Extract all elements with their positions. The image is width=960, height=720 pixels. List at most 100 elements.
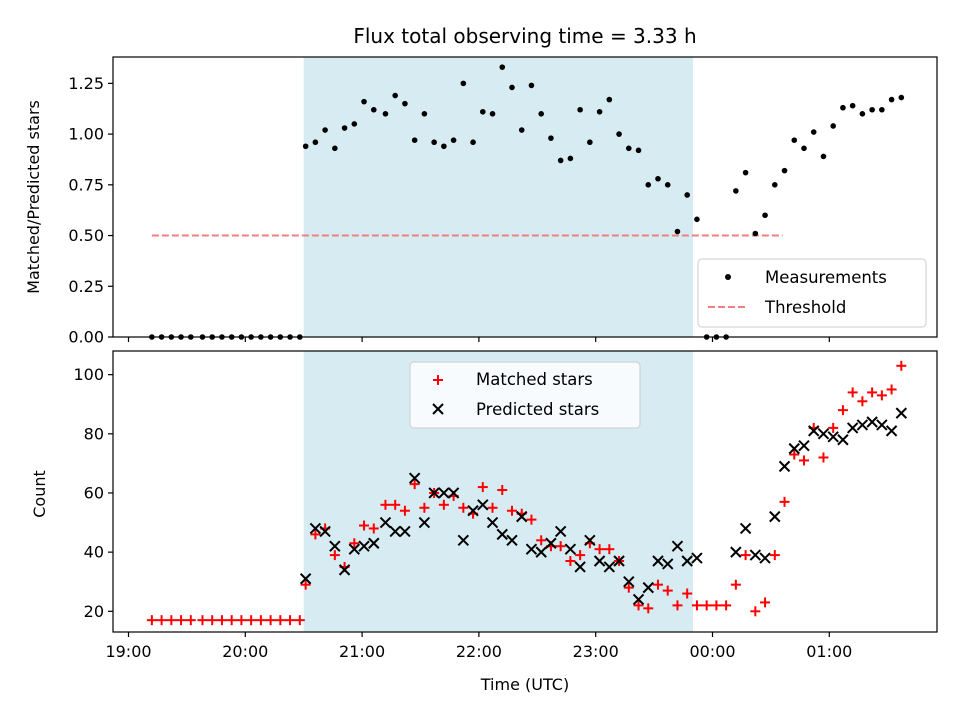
measurement-point [548, 135, 554, 141]
bottom-x-tick-label: 00:00 [689, 642, 735, 661]
matched-star-point [760, 597, 771, 608]
top-y-tick-label: 0.50 [68, 226, 104, 245]
measurement-point [538, 111, 544, 117]
measurement-point [752, 230, 759, 237]
matched-star-point [594, 544, 605, 555]
predicted-star-point [428, 487, 440, 499]
predicted-star-point [477, 499, 489, 511]
measurement-point [411, 137, 418, 143]
bottom-legend: Matched stars Predicted stars [409, 361, 641, 429]
matched-star-point [750, 606, 761, 617]
matched-star-point [691, 600, 702, 611]
predicted-star-point [759, 552, 771, 564]
predicted-star-point [525, 543, 538, 555]
measurement-point [879, 106, 885, 113]
predicted-star-point [348, 543, 361, 555]
matched-star-point [438, 499, 449, 510]
top-shaded-span [303, 57, 694, 337]
predicted-star-point [506, 534, 518, 547]
predicted-star-point [798, 439, 810, 452]
measurement-point [351, 121, 358, 127]
matched-stars-points [146, 360, 907, 626]
top-y-tick-label: 0.75 [68, 175, 104, 194]
bottom-x-tick-label: 22:00 [456, 642, 502, 661]
predicted-star-point [730, 546, 742, 558]
matched-star-point [876, 390, 887, 401]
top-panel: 0.00 0.25 0.50 0.75 1.00 1.25 Flux total obse… [24, 24, 938, 347]
predicted-star-point [338, 564, 351, 576]
predicted-stars-points [299, 407, 908, 606]
measurement-point [402, 100, 408, 107]
top-legend: Measurements Threshold [697, 258, 927, 328]
matched-star-point [246, 615, 257, 626]
predicted-star-point [368, 537, 380, 549]
top-y-ticks: 0.00 0.25 0.50 0.75 1.00 1.25 [68, 74, 113, 347]
matched-star-point [166, 615, 177, 626]
measurement-point [898, 94, 905, 101]
top-chart-title: Flux total observing time = 3.33 h [353, 24, 696, 48]
measurement-point [655, 175, 661, 182]
matched-star-point [329, 550, 340, 561]
measurement-point [762, 212, 768, 219]
matched-star-point [497, 485, 508, 496]
matched-star-point [458, 502, 469, 513]
matched-star-point [837, 405, 848, 416]
measurement-point [859, 111, 866, 117]
matched-star-point [368, 523, 379, 534]
measurement-point [849, 102, 856, 109]
measurement-point [587, 139, 593, 146]
matched-star-point [536, 535, 547, 546]
predicted-star-point [486, 516, 499, 529]
bottom-y-tick-label: 80 [84, 424, 104, 443]
measurement-point [322, 127, 328, 133]
matched-star-point [207, 615, 218, 626]
predicted-star-point [827, 431, 839, 443]
measurement-point [733, 188, 739, 194]
matched-star-point [275, 615, 286, 626]
matched-star-point [156, 615, 167, 626]
predicted-star-point [876, 419, 888, 431]
predicted-star-point [623, 576, 635, 588]
matched-star-point [857, 396, 868, 407]
measurement-point [392, 92, 398, 99]
bottom-x-tick-label: 21:00 [339, 642, 385, 661]
predicted-star-point [691, 552, 703, 564]
matched-star-point [818, 452, 829, 463]
bottom-x-tick-label: 01:00 [806, 642, 852, 661]
measurement-point [791, 137, 798, 143]
predicted-star-point [856, 419, 869, 431]
matched-star-point [146, 615, 157, 626]
matched-star-point [721, 600, 732, 611]
bottom-x-tick-label: 19:00 [105, 642, 151, 661]
measurement-point [645, 182, 652, 188]
matched-star-point [390, 499, 401, 510]
matched-star-point [896, 360, 907, 371]
measurement-point [596, 108, 603, 115]
matched-star-point [294, 615, 305, 626]
bottom-axes-frame [112, 350, 938, 633]
matched-star-point [477, 482, 488, 493]
measurement-point [518, 127, 525, 133]
measurement-point [557, 157, 564, 164]
matched-star-point [197, 615, 208, 626]
measurement-point [635, 147, 642, 154]
measurement-point [470, 139, 476, 146]
legend-marker-measurements [725, 274, 731, 280]
legend-label-threshold: Threshold [764, 298, 846, 317]
matched-star-point [300, 579, 311, 590]
matched-star-point [506, 505, 517, 516]
predicted-star-point [769, 510, 781, 523]
top-legend-box [697, 258, 927, 328]
matched-star-point [176, 615, 187, 626]
measurement-point [694, 216, 700, 223]
measurement-point [830, 123, 836, 129]
matched-star-point [623, 582, 634, 593]
measurement-point [361, 98, 367, 105]
top-y-tick-label: 0.25 [68, 277, 104, 296]
matched-star-point [682, 588, 693, 599]
predicted-star-point [418, 516, 431, 529]
measurement-point [421, 111, 428, 117]
predicted-star-point [778, 460, 791, 473]
matched-star-point [633, 600, 644, 611]
